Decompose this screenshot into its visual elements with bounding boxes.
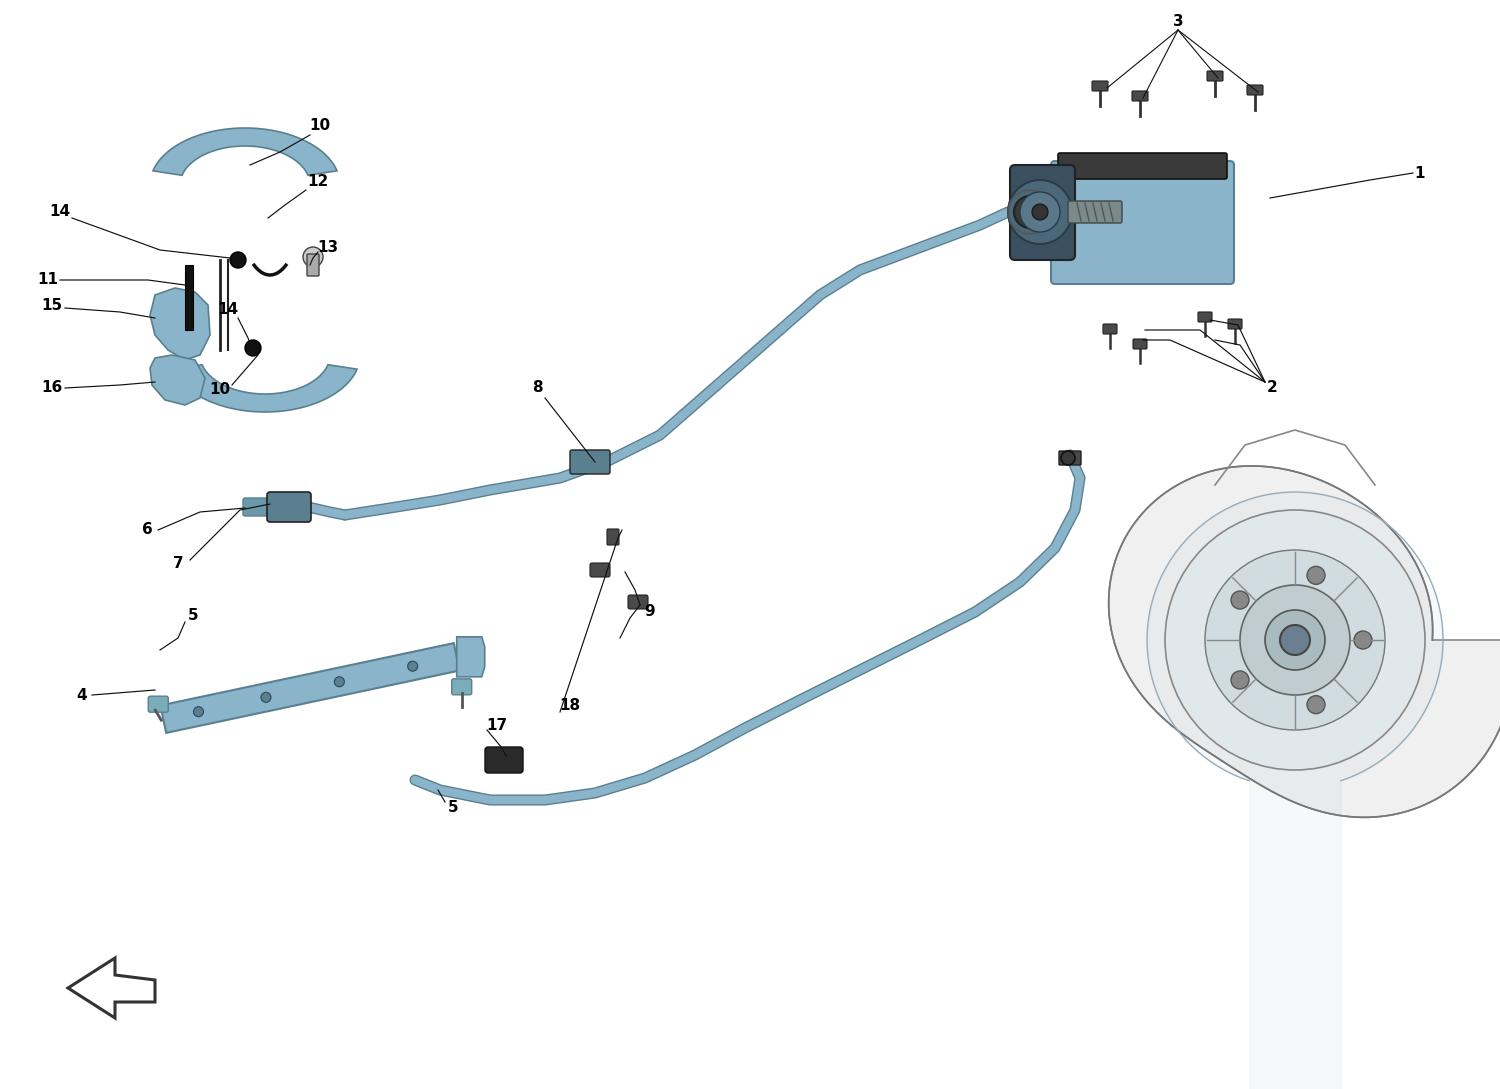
FancyBboxPatch shape [1058, 152, 1227, 179]
Circle shape [1204, 550, 1384, 730]
Text: 11: 11 [38, 272, 58, 287]
Polygon shape [184, 265, 194, 330]
FancyBboxPatch shape [452, 678, 471, 695]
Text: 5: 5 [447, 800, 459, 816]
FancyBboxPatch shape [570, 450, 610, 474]
Circle shape [1166, 510, 1425, 770]
Circle shape [1008, 180, 1072, 244]
Polygon shape [150, 287, 210, 360]
Text: 10: 10 [309, 118, 330, 133]
Circle shape [194, 707, 204, 717]
Circle shape [1306, 566, 1324, 585]
Circle shape [230, 252, 246, 268]
FancyBboxPatch shape [1132, 339, 1148, 348]
Polygon shape [160, 644, 459, 733]
Text: 12: 12 [308, 174, 328, 189]
FancyBboxPatch shape [1208, 71, 1222, 81]
Circle shape [334, 676, 345, 687]
Text: 7: 7 [172, 555, 183, 571]
FancyBboxPatch shape [1198, 313, 1212, 322]
FancyBboxPatch shape [484, 747, 524, 773]
FancyBboxPatch shape [148, 696, 168, 712]
Polygon shape [153, 129, 338, 175]
Circle shape [408, 661, 417, 671]
FancyBboxPatch shape [1010, 166, 1076, 260]
Text: 9: 9 [645, 604, 656, 620]
FancyBboxPatch shape [308, 254, 320, 276]
Circle shape [1020, 192, 1060, 232]
Circle shape [261, 693, 272, 702]
FancyBboxPatch shape [590, 563, 610, 577]
Circle shape [1060, 451, 1076, 465]
Text: 14: 14 [50, 205, 70, 220]
Circle shape [1032, 204, 1048, 220]
FancyBboxPatch shape [1092, 81, 1108, 91]
Polygon shape [1108, 466, 1500, 818]
Circle shape [1280, 625, 1310, 654]
Text: 8: 8 [531, 380, 543, 395]
Text: 1: 1 [1414, 166, 1425, 181]
Circle shape [1354, 631, 1372, 649]
FancyBboxPatch shape [1102, 325, 1118, 334]
Text: 2: 2 [1266, 380, 1278, 395]
Text: 3: 3 [1173, 14, 1184, 29]
Text: 5: 5 [188, 608, 198, 623]
FancyBboxPatch shape [1246, 85, 1263, 95]
Text: 16: 16 [42, 380, 63, 395]
Circle shape [1306, 696, 1324, 713]
Circle shape [1232, 671, 1250, 689]
FancyBboxPatch shape [1228, 319, 1242, 329]
Text: 14: 14 [217, 303, 238, 318]
Text: 15: 15 [42, 297, 63, 313]
Circle shape [303, 247, 322, 267]
FancyBboxPatch shape [628, 595, 648, 609]
Circle shape [244, 340, 261, 356]
Polygon shape [172, 365, 357, 412]
FancyBboxPatch shape [243, 498, 268, 516]
Polygon shape [150, 355, 206, 405]
Text: 17: 17 [486, 718, 507, 733]
Text: 13: 13 [318, 241, 339, 256]
FancyBboxPatch shape [1059, 451, 1082, 465]
FancyBboxPatch shape [1052, 161, 1234, 284]
Text: 6: 6 [141, 523, 153, 538]
FancyBboxPatch shape [1068, 201, 1122, 223]
FancyBboxPatch shape [267, 492, 310, 522]
Polygon shape [456, 637, 484, 676]
Text: 10: 10 [210, 382, 231, 397]
Text: 18: 18 [560, 697, 580, 712]
Circle shape [1014, 196, 1046, 228]
Text: 4: 4 [76, 687, 87, 702]
FancyBboxPatch shape [1132, 91, 1148, 101]
Circle shape [1240, 585, 1350, 695]
FancyBboxPatch shape [608, 529, 619, 544]
Circle shape [1264, 610, 1324, 670]
Circle shape [1232, 591, 1250, 609]
